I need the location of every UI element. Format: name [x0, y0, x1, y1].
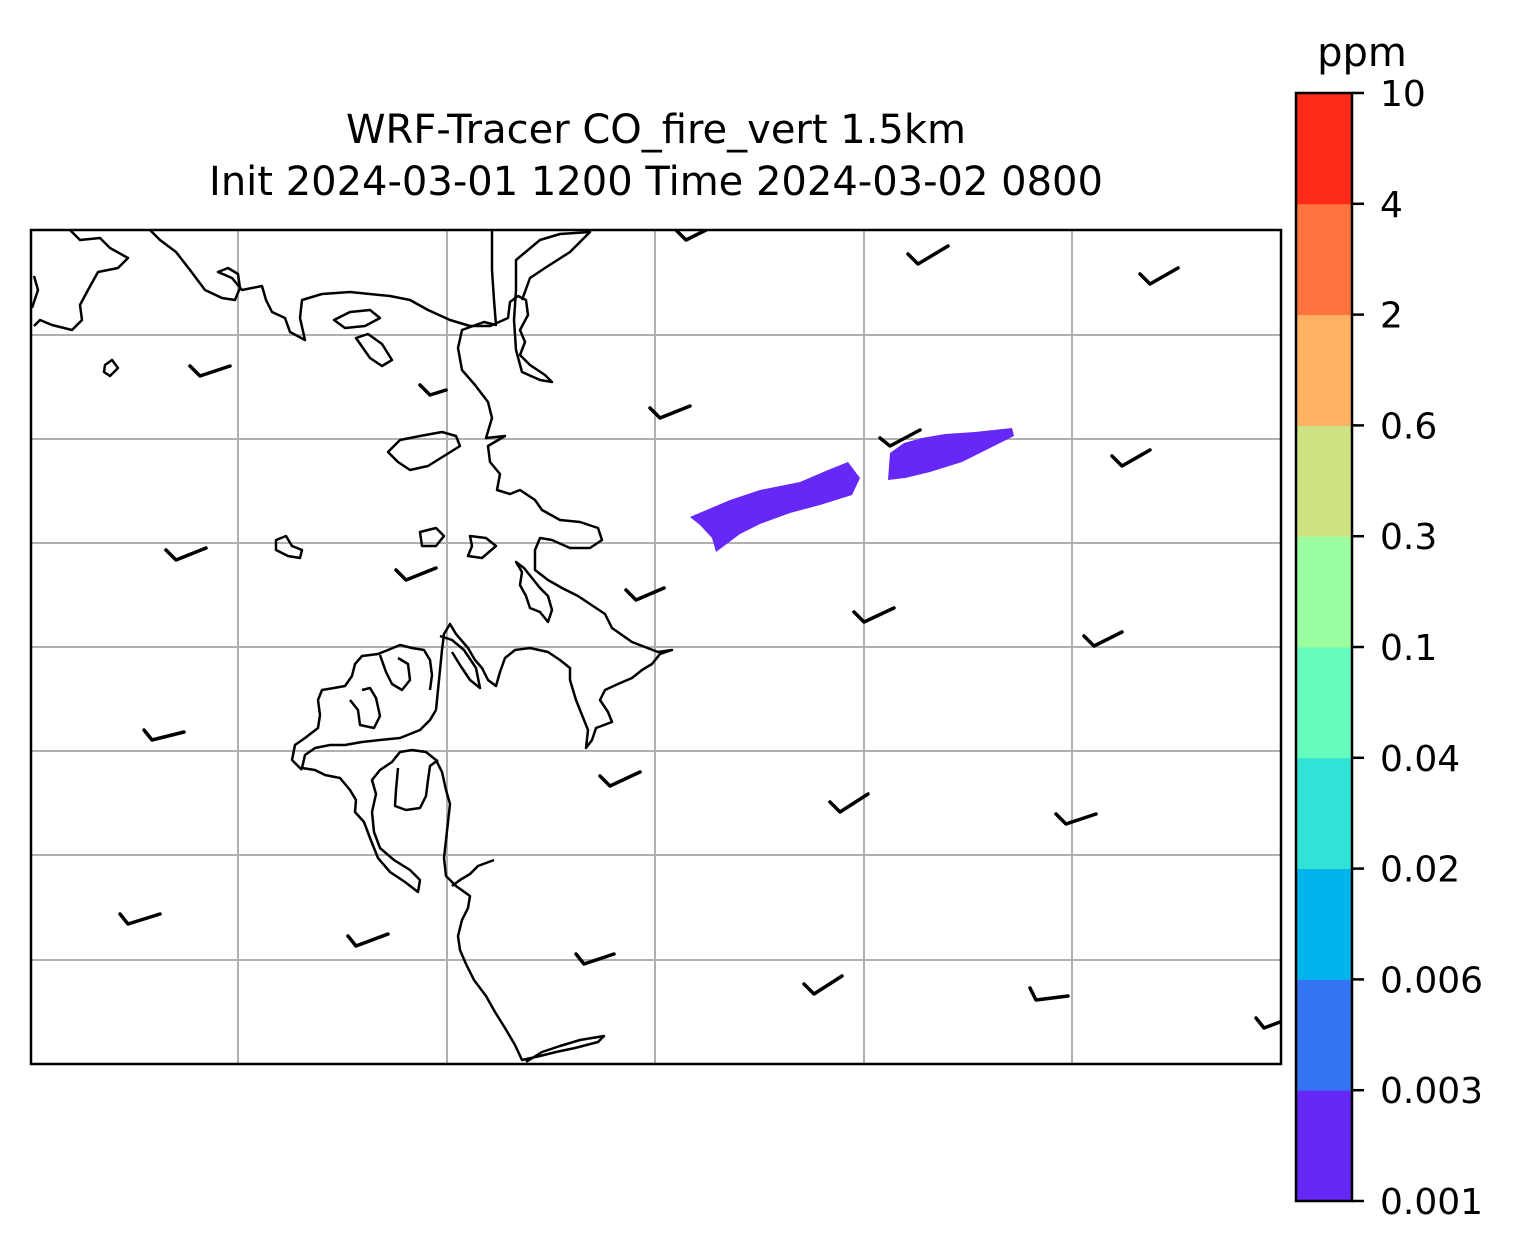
coastline-north-inlet [31, 230, 130, 332]
colorbar-swatches [1296, 93, 1352, 1202]
island-sound-2 [354, 332, 394, 368]
wind-barb [1254, 1016, 1281, 1030]
wind-barb [828, 792, 870, 814]
wind-barb [878, 428, 922, 448]
colorbar-tick-label: 0.02 [1380, 850, 1460, 891]
colorbar-tick-label: 0.6 [1380, 406, 1437, 447]
coastline-central-shore [300, 709, 606, 1064]
wind-barb [1054, 812, 1098, 826]
colorbar-tick-label: 10 [1380, 74, 1426, 115]
colorbar-unit-label: ppm [1317, 30, 1407, 76]
colorbar-tick-label: 0.001 [1380, 1182, 1483, 1223]
tracer-plumes [690, 428, 1014, 552]
colorbar-swatch [1296, 203, 1352, 316]
colorbar-swatch [1296, 536, 1352, 648]
colorbar-ticks: 0.001 0.003 0.006 0.02 0.04 0.1 0.3 0.6 2 4 10 [1352, 74, 1483, 1223]
island-sound-1 [332, 308, 382, 330]
map-title: WRF-Tracer CO_fire_vert 1.5km Init 2024-… [30, 104, 1282, 208]
gridlines [31, 230, 1281, 1064]
wind-barb [1082, 630, 1124, 648]
colorbar-tick-label: 4 [1380, 185, 1403, 226]
colorbar-swatch [1296, 93, 1352, 205]
wind-barb [906, 244, 950, 266]
wind-barb [802, 974, 844, 996]
colorbar-tick-label: 0.003 [1380, 1071, 1483, 1112]
wind-barb [624, 586, 666, 602]
wind-barb [598, 770, 642, 788]
island-sound-4 [386, 430, 462, 472]
wind-barb [574, 952, 616, 966]
colorbar-tick-label: 0.006 [1380, 960, 1483, 1001]
wind-barb [164, 546, 208, 562]
colorbar-swatch [1296, 1090, 1352, 1202]
colorbar-tick-label: 2 [1380, 296, 1403, 337]
colorbar-tick-label: 0.04 [1380, 739, 1460, 780]
colorbar-swatch [1296, 647, 1352, 759]
colorbar-tick-label: 0.1 [1380, 628, 1437, 669]
wind-barb [418, 383, 448, 397]
title-line-1: WRF-Tracer CO_fire_vert 1.5km [345, 107, 967, 153]
island-sound-5 [466, 534, 498, 560]
tracer-plume-east [888, 428, 1014, 480]
wind-barb [188, 364, 232, 378]
colorbar-swatch [1296, 425, 1352, 537]
colorbar-swatch [1296, 757, 1352, 870]
wind-barb [394, 566, 438, 582]
wind-barb [674, 230, 708, 242]
wind-barbs [118, 230, 1281, 1030]
island-sound-6 [514, 560, 554, 624]
coastlines [31, 230, 674, 1064]
wind-barb [118, 912, 162, 926]
wind-barb [142, 728, 186, 742]
tracer-plume-west [690, 462, 860, 552]
coastline-peninsula [434, 230, 674, 750]
colorbar-swatch [1296, 868, 1352, 980]
island-small-2 [274, 534, 304, 560]
wind-barb [1110, 448, 1152, 468]
wind-barb [648, 404, 692, 420]
wind-barb [852, 606, 896, 624]
wind-barb [1138, 266, 1180, 286]
title-line-2: Init 2024-03-01 1200 Time 2024-03-02 080… [209, 159, 1103, 205]
coastline-main-sound [149, 230, 592, 384]
island-small-1 [102, 358, 120, 378]
map-frame [29, 228, 1283, 1066]
coastline-south-islands [290, 634, 482, 771]
colorbar-swatch [1296, 979, 1352, 1091]
coastline-river [393, 759, 495, 887]
colorbar-tick-label: 0.3 [1380, 517, 1437, 558]
island-sound-3 [418, 526, 446, 548]
wind-barb [1028, 986, 1070, 1002]
wind-barb [346, 932, 390, 948]
colorbar-swatch [1296, 314, 1352, 426]
